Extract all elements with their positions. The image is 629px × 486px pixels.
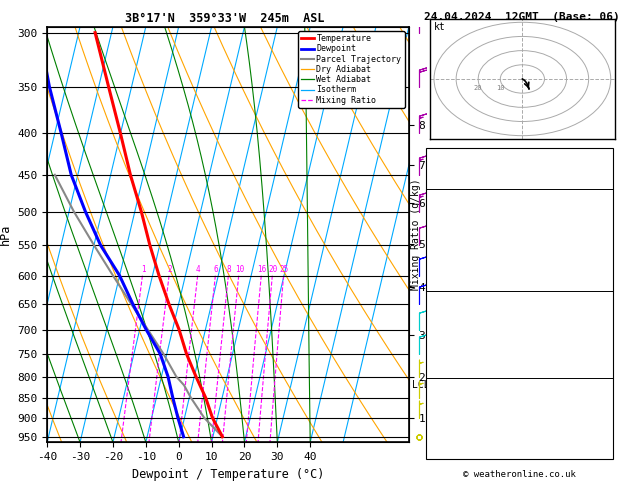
Text: SREH: SREH bbox=[428, 413, 452, 423]
Text: Totals Totals: Totals Totals bbox=[428, 165, 506, 175]
Text: 299: 299 bbox=[593, 238, 611, 248]
Text: 4: 4 bbox=[196, 265, 201, 274]
Text: CIN (J): CIN (J) bbox=[428, 369, 470, 380]
Text: 24.04.2024  12GMT  (Base: 06): 24.04.2024 12GMT (Base: 06) bbox=[424, 12, 620, 22]
Text: 0: 0 bbox=[605, 267, 611, 278]
Text: 0: 0 bbox=[605, 282, 611, 292]
Text: 0: 0 bbox=[605, 355, 611, 365]
Text: 10: 10 bbox=[235, 265, 244, 274]
Text: 302: 302 bbox=[593, 326, 611, 336]
Text: 10: 10 bbox=[496, 86, 504, 91]
Text: © weatheronline.co.uk: © weatheronline.co.uk bbox=[464, 469, 576, 479]
Text: 0: 0 bbox=[605, 369, 611, 380]
Text: LCL: LCL bbox=[413, 380, 430, 390]
Text: StmDir: StmDir bbox=[428, 428, 464, 438]
Text: Mixing Ratio (g/kg): Mixing Ratio (g/kg) bbox=[411, 179, 421, 290]
Text: kt: kt bbox=[434, 22, 446, 32]
Text: 12.9: 12.9 bbox=[587, 209, 611, 219]
X-axis label: Dewpoint / Temperature (°C): Dewpoint / Temperature (°C) bbox=[132, 468, 324, 481]
Legend: Temperature, Dewpoint, Parcel Trajectory, Dry Adiabat, Wet Adiabat, Isotherm, Mi: Temperature, Dewpoint, Parcel Trajectory… bbox=[298, 31, 404, 108]
Text: 3B°17'N  359°33'W  245m  ASL: 3B°17'N 359°33'W 245m ASL bbox=[125, 12, 325, 25]
Text: CIN (J): CIN (J) bbox=[428, 282, 470, 292]
Text: PW (cm): PW (cm) bbox=[428, 180, 470, 190]
Text: 20: 20 bbox=[474, 86, 482, 91]
Text: CAPE (J): CAPE (J) bbox=[428, 355, 476, 365]
Text: θᵉ (K): θᵉ (K) bbox=[428, 326, 464, 336]
Text: Dewp (°C): Dewp (°C) bbox=[428, 224, 482, 234]
Y-axis label: km
ASL: km ASL bbox=[431, 225, 452, 244]
Text: 1: 1 bbox=[141, 265, 145, 274]
Text: Surface: Surface bbox=[499, 194, 541, 205]
Text: Lifted Index: Lifted Index bbox=[428, 253, 500, 263]
Text: Most Unstable: Most Unstable bbox=[481, 296, 559, 307]
Text: Hodograph: Hodograph bbox=[493, 384, 547, 394]
Text: 2: 2 bbox=[167, 265, 172, 274]
Text: 16: 16 bbox=[257, 265, 267, 274]
Text: 99: 99 bbox=[599, 413, 611, 423]
Text: 13°: 13° bbox=[593, 428, 611, 438]
Text: 1.1: 1.1 bbox=[593, 224, 611, 234]
Text: 20: 20 bbox=[268, 265, 277, 274]
Text: 33: 33 bbox=[599, 165, 611, 175]
Text: -11: -11 bbox=[593, 151, 611, 161]
Text: 37: 37 bbox=[599, 399, 611, 409]
Text: 25: 25 bbox=[279, 265, 289, 274]
Text: 11: 11 bbox=[599, 253, 611, 263]
Text: 14: 14 bbox=[599, 340, 611, 350]
Text: K: K bbox=[428, 151, 435, 161]
Text: CAPE (J): CAPE (J) bbox=[428, 267, 476, 278]
Text: Pressure (mb): Pressure (mb) bbox=[428, 311, 506, 321]
Text: StmSpd (kt): StmSpd (kt) bbox=[428, 442, 494, 452]
Text: Temp (°C): Temp (°C) bbox=[428, 209, 482, 219]
Text: 0.8: 0.8 bbox=[593, 180, 611, 190]
Y-axis label: hPa: hPa bbox=[0, 224, 12, 245]
Text: Lifted Index: Lifted Index bbox=[428, 340, 500, 350]
Text: 700: 700 bbox=[593, 311, 611, 321]
Text: θᵉ(K): θᵉ(K) bbox=[428, 238, 459, 248]
Text: EH: EH bbox=[428, 399, 440, 409]
Text: 6: 6 bbox=[214, 265, 218, 274]
Text: 8: 8 bbox=[226, 265, 231, 274]
Text: 18: 18 bbox=[599, 442, 611, 452]
